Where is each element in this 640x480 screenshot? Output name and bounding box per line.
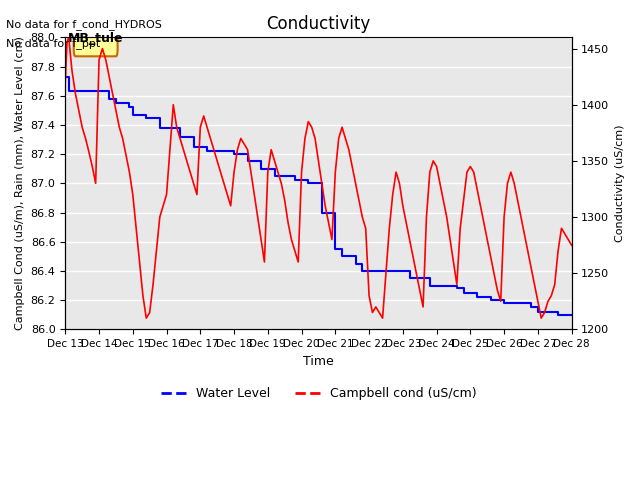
X-axis label: Time: Time	[303, 355, 334, 368]
Title: Conductivity: Conductivity	[266, 15, 371, 33]
Y-axis label: Conductivity (uS/cm): Conductivity (uS/cm)	[615, 125, 625, 242]
Text: No data for f_cond_HYDROS: No data for f_cond_HYDROS	[6, 19, 163, 30]
Text: No data for f_ppt: No data for f_ppt	[6, 38, 100, 49]
Y-axis label: Campbell Cond (uS/m), Rain (mm), Water Level (cm): Campbell Cond (uS/m), Rain (mm), Water L…	[15, 36, 25, 330]
FancyBboxPatch shape	[74, 20, 118, 56]
Text: MB_tule: MB_tule	[68, 32, 124, 45]
Legend: Water Level, Campbell cond (uS/cm): Water Level, Campbell cond (uS/cm)	[156, 382, 481, 405]
